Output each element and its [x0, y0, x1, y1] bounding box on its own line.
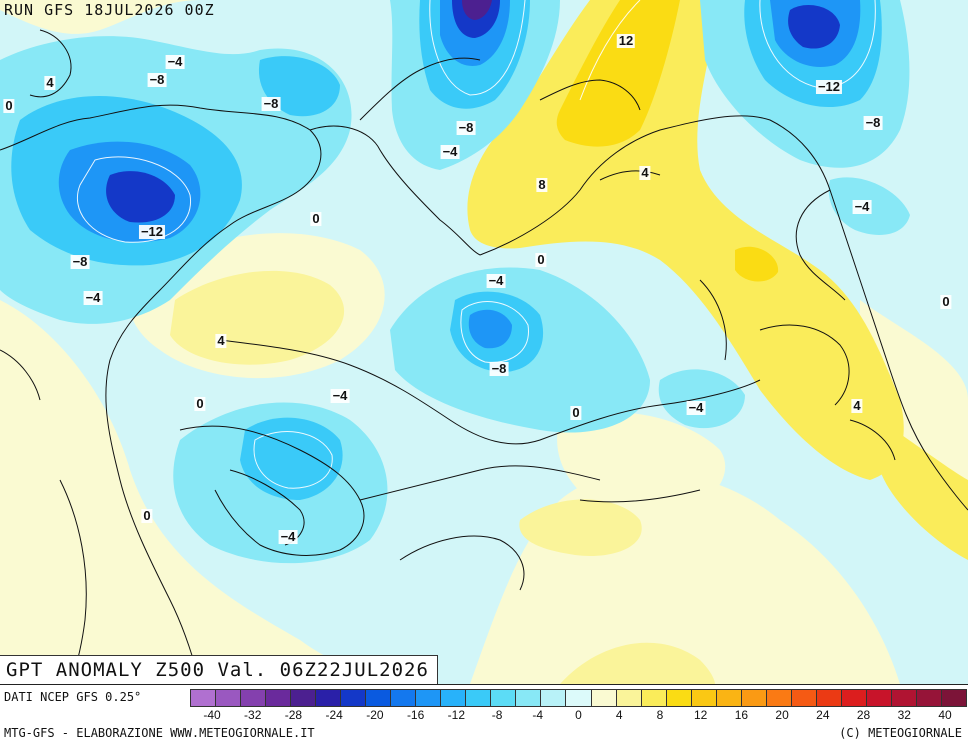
contour-label: 0 — [310, 211, 322, 226]
contour-label: −12 — [138, 224, 166, 239]
colorbar-swatch — [341, 690, 367, 706]
contour-label: −4 — [330, 388, 350, 403]
contour-label: 0 — [940, 294, 952, 309]
contour-label: −4 — [486, 273, 506, 288]
contour-label: −8 — [70, 254, 90, 269]
colorbar-tick-label: 4 — [615, 708, 623, 722]
contour-label: −8 — [489, 361, 509, 376]
colorbar-swatch — [541, 690, 567, 706]
colorbar-swatch — [466, 690, 492, 706]
colorbar-tick-label: 32 — [897, 708, 911, 722]
colorbar-tick-label: -4 — [532, 708, 544, 722]
colorbar-swatch — [791, 690, 817, 706]
colorbar-swatch — [441, 690, 467, 706]
contour-label: −12 — [815, 79, 843, 94]
contour-label: −4 — [83, 290, 103, 305]
colorbar-tick-label: 16 — [734, 708, 749, 722]
colorbar-swatch — [291, 690, 317, 706]
contour-label: −4 — [278, 529, 298, 544]
contour-label: −8 — [147, 72, 167, 87]
colorbar-tick-label: -40 — [203, 708, 221, 722]
colorbar-tick-label: 24 — [816, 708, 830, 722]
contour-label: −4 — [165, 54, 185, 69]
colorbar-tick-label: -32 — [244, 708, 262, 722]
positive-anomaly-yellow — [170, 270, 715, 684]
colorbar — [190, 689, 967, 707]
colorbar-swatch — [941, 690, 966, 706]
colorbar-swatch — [916, 690, 942, 706]
colorbar-swatch — [491, 690, 517, 706]
colorbar-tick-label: -8 — [491, 708, 503, 722]
contour-label: −4 — [686, 400, 706, 415]
colorbar-swatch — [191, 690, 217, 706]
colorbar-tick-label: 40 — [938, 708, 952, 722]
colorbar-swatch — [891, 690, 917, 706]
colorbar-swatch — [641, 690, 667, 706]
colorbar-swatch — [516, 690, 542, 706]
contour-label: 0 — [3, 98, 15, 113]
colorbar-swatch — [666, 690, 692, 706]
colorbar-swatch — [841, 690, 867, 706]
copyright-text: (C) METEOGIORNALE — [839, 726, 962, 740]
contour-label: 0 — [535, 252, 547, 267]
colorbar-tick-label: 12 — [693, 708, 708, 722]
colorbar-swatch — [716, 690, 742, 706]
map-title: GPT ANOMALY Z500 Val. 06Z22JUL2026 — [0, 655, 438, 684]
negative-anomaly-peak — [462, 0, 492, 20]
contour-label: −4 — [852, 199, 872, 214]
contour-label: 4 — [639, 165, 651, 180]
contour-label: −8 — [456, 120, 476, 135]
colorbar-tick-label: 8 — [656, 708, 664, 722]
anomaly-map: RUN GFS 18JUL2026 00Z 4 −4 −8 0 −8 −12 −8 −4 0 12… — [0, 0, 968, 684]
coastlines — [0, 29, 968, 684]
colorbar-tick-label: -12 — [447, 708, 465, 722]
contour-label: 12 — [616, 33, 636, 48]
anomaly-field — [0, 0, 968, 684]
colorbar-swatch — [741, 690, 767, 706]
colorbar-swatch — [866, 690, 892, 706]
colorbar-tick-labels: -40 -32 -28 -24 -20 -16 -12 -8 -4 0 4 8 12 16 20 24 28 32… — [190, 708, 965, 724]
colorbar-swatch — [816, 690, 842, 706]
ridge-core — [556, 0, 779, 282]
colorbar-swatch — [316, 690, 342, 706]
colorbar-swatch — [216, 690, 242, 706]
footer-panel: DATI NCEP GFS 0.25° -40 -32 -28 -24 -20 -16 -1… — [0, 684, 968, 746]
contour-label: 4 — [44, 75, 56, 90]
colorbar-tick-label: -28 — [284, 708, 303, 722]
run-label: RUN GFS 18JUL2026 00Z — [4, 1, 215, 19]
contour-label: 8 — [536, 177, 548, 192]
colorbar-swatch — [416, 690, 442, 706]
colorbar-swatch — [266, 690, 292, 706]
colorbar-swatch — [241, 690, 267, 706]
colorbar-swatch — [591, 690, 617, 706]
contour-label: −8 — [863, 115, 883, 130]
colorbar-tick-label: -24 — [325, 708, 343, 722]
colorbar-swatch — [766, 690, 792, 706]
credit-text: MTG-GFS - ELABORAZIONE WWW.METEOGIORNALE… — [4, 726, 315, 740]
contour-label: −8 — [261, 96, 281, 111]
colorbar-tick-label: -16 — [406, 708, 425, 722]
colorbar-tick-label: -20 — [366, 708, 384, 722]
colorbar-swatch — [391, 690, 417, 706]
colorbar-tick-label: 28 — [856, 708, 871, 722]
contour-label: 4 — [851, 398, 863, 413]
data-source-text: DATI NCEP GFS 0.25° — [4, 690, 142, 704]
contour-label: 0 — [570, 405, 582, 420]
colorbar-swatch — [566, 690, 592, 706]
colorbar-swatch — [616, 690, 642, 706]
contour-label: 0 — [194, 396, 206, 411]
colorbar-tick-label: 20 — [775, 708, 789, 722]
colorbar-swatch — [366, 690, 392, 706]
contour-label: −4 — [440, 144, 460, 159]
colorbar-swatch — [691, 690, 717, 706]
colorbar-tick-label: 0 — [575, 708, 582, 722]
contour-label: 0 — [141, 508, 153, 523]
contour-label: 4 — [215, 333, 227, 348]
